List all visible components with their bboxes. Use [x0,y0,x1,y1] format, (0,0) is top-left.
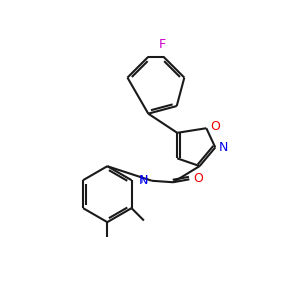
Text: N: N [219,141,229,154]
Text: O: O [193,172,203,185]
Text: F: F [158,38,166,52]
Text: N: N [139,174,148,187]
Text: O: O [210,120,220,133]
Text: H: H [134,175,148,185]
